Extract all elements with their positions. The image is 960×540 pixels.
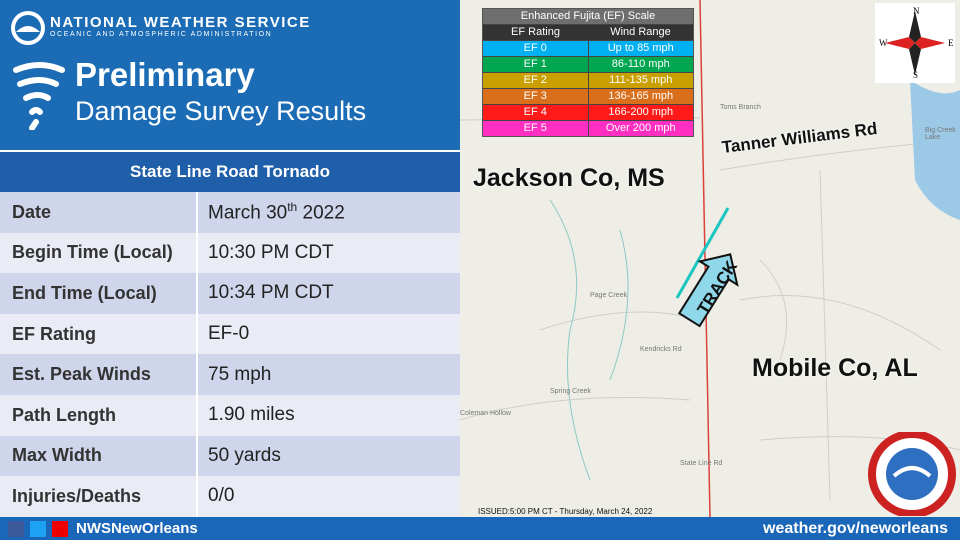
subtitle: Damage Survey Results	[75, 96, 367, 126]
map: Jackson Co, MS Mobile Co, AL Tanner Willia…	[460, 0, 960, 517]
compass	[875, 3, 955, 83]
ef-range: Up to 85 mph	[607, 42, 674, 54]
row-value: 10:30 PM CDT	[198, 242, 334, 264]
value-text: 1.90 miles	[208, 404, 295, 426]
row-label: Path Length	[0, 394, 198, 436]
subagency: OCEANIC AND ATMOSPHERIC ADMINISTRATION	[50, 31, 273, 38]
row-value: 1.90 miles	[198, 404, 295, 426]
ef-header-cell: EF Rating	[511, 26, 560, 38]
table-row: Path Length 1.90 miles	[0, 394, 460, 436]
ef-row: EF 5 Over 200 mph	[483, 120, 693, 136]
table-title: State Line Road Tornado	[0, 152, 460, 192]
county-west: Jackson Co, MS	[473, 164, 665, 192]
ef-header: EF Rating Wind Range	[483, 24, 693, 40]
row-label: Est. Peak Winds	[0, 354, 198, 395]
value-rest: 2022	[297, 202, 345, 224]
row-label: Injuries/Deaths	[0, 476, 198, 517]
row-value: EF-0	[198, 323, 249, 345]
map-label: Page Creek	[590, 292, 627, 299]
ef-range: 111-135 mph	[609, 74, 673, 86]
ef-header-cell: Wind Range	[610, 26, 671, 38]
ef-row: EF 3 136-165 mph	[483, 88, 693, 104]
issued: ISSUED:5:00 PM CT - Thursday, March 24, …	[478, 507, 653, 516]
row-label: EF Rating	[0, 313, 198, 355]
value-text: March 30	[208, 202, 288, 224]
map-label: Spring Creek	[550, 388, 591, 395]
map-label: Coleman Hollow	[460, 410, 511, 417]
social-icons	[8, 521, 68, 537]
table-row: EF Rating EF-0	[0, 313, 460, 355]
row-value: 75 mph	[198, 364, 271, 386]
ef-rating: EF 0	[483, 41, 589, 56]
noaa-logo	[11, 11, 45, 45]
ef-range: 136-165 mph	[608, 90, 674, 102]
row-value: March 30th 2022	[198, 200, 345, 224]
row-label: Date	[0, 192, 198, 233]
row-label: End Time (Local)	[0, 273, 198, 314]
table-row: Max Width 50 yards	[0, 435, 460, 477]
compass-letter: S	[913, 70, 919, 80]
table-row: Begin Time (Local) 10:30 PM CDT	[0, 232, 460, 274]
row-value: 50 yards	[198, 445, 281, 467]
ef-range: 86-110 mph	[611, 58, 670, 70]
table-row: End Time (Local) 10:34 PM CDT	[0, 273, 460, 314]
ef-rating: EF 5	[483, 121, 589, 136]
header: NATIONAL WEATHER SERVICE OCEANIC AND ATM…	[0, 0, 460, 150]
ef-rating: EF 1	[483, 57, 589, 72]
row-value: 0/0	[198, 485, 234, 507]
value-text: 75 mph	[208, 363, 272, 385]
value-text: 10:30 PM CDT	[208, 241, 334, 263]
value-text: EF-0	[208, 323, 250, 345]
compass-letter: N	[913, 6, 920, 16]
agency: NATIONAL WEATHER SERVICE	[50, 14, 311, 31]
value-text: 50 yards	[208, 444, 281, 466]
title: Preliminary	[75, 56, 255, 93]
value-sup: th	[287, 200, 298, 215]
tornado-icon	[13, 62, 65, 130]
value-text: 10:34 PM CDT	[208, 282, 334, 304]
table-row: Injuries/Deaths 0/0	[0, 476, 460, 517]
ef-rating: EF 3	[483, 89, 589, 104]
ef-row: EF 0 Up to 85 mph	[483, 40, 693, 56]
compass-letter: W	[879, 38, 888, 48]
map-lines	[460, 0, 960, 517]
map-label: Toms Branch	[720, 104, 761, 111]
ef-title: Enhanced Fujita (EF) Scale	[483, 9, 693, 24]
row-value: 10:34 PM CDT	[198, 282, 334, 304]
url: weather.gov/neworleans	[763, 520, 948, 537]
ef-row: EF 2 111-135 mph	[483, 72, 693, 88]
survey-table: State Line Road Tornado Date March 30th 2…	[0, 152, 460, 517]
map-label: Kendricks Rd	[640, 346, 682, 353]
ef-row: EF 1 86-110 mph	[483, 56, 693, 72]
ef-scale: Enhanced Fujita (EF) Scale EF Rating Wind…	[482, 8, 694, 137]
row-label: Begin Time (Local)	[0, 232, 198, 274]
compass-letter: E	[948, 38, 954, 48]
table-row: Date March 30th 2022	[0, 192, 460, 233]
table-row: Est. Peak Winds 75 mph	[0, 354, 460, 395]
value-text: 0/0	[208, 485, 235, 507]
social: NWSNewOrleans	[76, 520, 198, 537]
ef-range: 166-200 mph	[608, 106, 674, 118]
ef-rating: EF 4	[483, 105, 589, 120]
footer: NWSNewOrleans weather.gov/neworleans	[0, 517, 960, 540]
ef-range: Over 200 mph	[605, 122, 676, 134]
map-label: Big Creek Lake	[925, 127, 956, 141]
ef-row: EF 4 166-200 mph	[483, 104, 693, 120]
ef-rating: EF 2	[483, 73, 589, 88]
row-label: Max Width	[0, 435, 198, 477]
map-label: State Line Rd	[680, 460, 723, 467]
county-east: Mobile Co, AL	[752, 354, 918, 382]
nws-logo	[868, 432, 956, 516]
